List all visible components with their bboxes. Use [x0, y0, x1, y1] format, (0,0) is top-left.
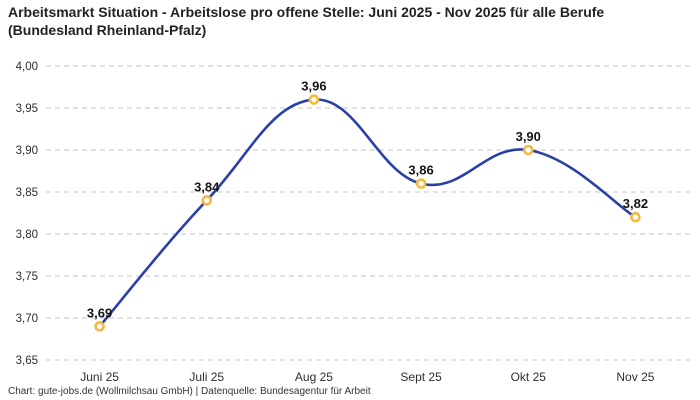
data-point-marker[interactable]: [308, 94, 320, 105]
y-tick-label: 3,95: [16, 103, 38, 115]
data-point-marker[interactable]: [415, 178, 427, 189]
data-point-marker[interactable]: [630, 211, 641, 223]
data-points-group: [94, 94, 641, 332]
y-tick-label: 3,70: [16, 313, 38, 325]
data-point-label: 3,90: [516, 129, 541, 144]
data-point-marker[interactable]: [94, 321, 105, 332]
trend-line: [98, 98, 637, 328]
chart-title: Arbeitsmarkt Situation - Arbeitslose pro…: [8, 4, 605, 38]
data-point-label: 3,69: [87, 305, 112, 320]
y-tick-label: 3,80: [16, 229, 38, 241]
x-tick-label: Aug 25: [295, 370, 333, 384]
y-tick-label: 3,75: [16, 271, 38, 283]
data-point-label: 3,96: [301, 79, 326, 94]
y-tick-label: 3,85: [16, 187, 38, 199]
x-tick-label: Nov 25: [616, 370, 654, 384]
x-tick-label: Okt 25: [511, 370, 547, 384]
y-axis-labels-group: 3,65 3,70 3,75 3,80 3,85 3,90 3,95 4,00: [16, 61, 38, 367]
y-tick-label: 4,00: [16, 61, 38, 73]
data-point-label: 3,82: [623, 196, 648, 211]
data-point-marker[interactable]: [522, 144, 534, 156]
x-axis-labels-group: Juni 25 Juli 25 Aug 25 Sept 25 Okt 25 Nov 25: [80, 370, 655, 384]
chart-credit: Chart: gute-jobs.de (Wollmilchsau GmbH) …: [8, 386, 371, 397]
gridlines-group: [46, 65, 694, 361]
y-tick-label: 3,65: [16, 355, 38, 367]
x-tick-label: Sept 25: [400, 370, 442, 384]
data-point-marker[interactable]: [201, 195, 213, 206]
y-tick-label: 3,90: [16, 145, 38, 157]
series-line-group: [98, 98, 637, 328]
point-labels-group: 3,69 3,84 3,96 3,86 3,90 3,82: [87, 79, 648, 321]
data-point-label: 3,86: [408, 163, 433, 178]
x-tick-label: Juli 25: [189, 370, 224, 384]
data-point-label: 3,84: [194, 179, 220, 194]
x-tick-label: Juni 25: [80, 370, 119, 384]
